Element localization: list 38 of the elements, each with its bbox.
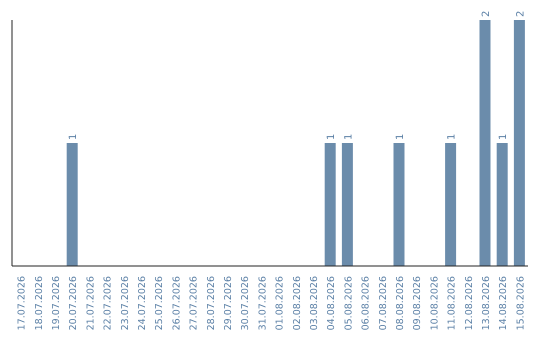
x-tick-label: 06.08.2026	[360, 276, 372, 330]
x-tick-label: 01.08.2026	[274, 276, 286, 330]
x-tick-label: 11.08.2026	[446, 276, 458, 330]
x-tick-label: 02.08.2026	[292, 276, 303, 330]
x-tick-label: 21.07.2026	[85, 276, 96, 330]
x-tick-label: 20.07.2026	[68, 276, 80, 330]
data-label: 1	[446, 134, 458, 140]
x-tick-label: 18.07.2026	[34, 276, 45, 330]
data-label: 1	[326, 134, 338, 140]
x-tick-label: 22.07.2026	[102, 276, 114, 330]
data-label: 1	[498, 134, 510, 140]
x-tick-label: 04.08.2026	[326, 276, 338, 330]
x-tick-label: 24.07.2026	[137, 276, 148, 330]
x-tick-label: 13.08.2026	[481, 276, 492, 330]
x-tick-label: 07.08.2026	[378, 276, 389, 330]
data-label: 1	[68, 134, 80, 140]
x-tick-label: 25.07.2026	[154, 276, 166, 330]
data-label: 1	[343, 134, 354, 140]
x-tick-label: 31.07.2026	[257, 276, 268, 330]
x-tick-label: 19.07.2026	[51, 276, 62, 330]
data-label: 1	[394, 134, 406, 140]
x-tick-label: 08.08.2026	[395, 276, 406, 330]
x-tick-label: 12.08.2026	[464, 276, 475, 330]
x-tick-label: 09.08.2026	[412, 276, 424, 330]
data-label: 2	[480, 10, 492, 17]
x-tick-label: 26.07.2026	[171, 276, 182, 330]
x-tick-label: 14.08.2026	[498, 276, 510, 330]
x-tick-label: 23.07.2026	[120, 276, 131, 330]
x-tick-label: 29.07.2026	[223, 276, 234, 330]
x-tick-label: 15.08.2026	[515, 276, 526, 330]
x-tick-label: 03.08.2026	[309, 276, 320, 330]
x-tick-label: 05.08.2026	[343, 276, 354, 330]
x-tick-label: 17.07.2026	[16, 276, 28, 330]
x-tick-label: 28.07.2026	[206, 276, 217, 330]
x-tick-label: 30.07.2026	[240, 276, 252, 330]
x-tick-label: 10.08.2026	[429, 276, 440, 330]
data-label: 2	[515, 10, 526, 17]
x-tick-label: 27.07.2026	[188, 276, 200, 330]
